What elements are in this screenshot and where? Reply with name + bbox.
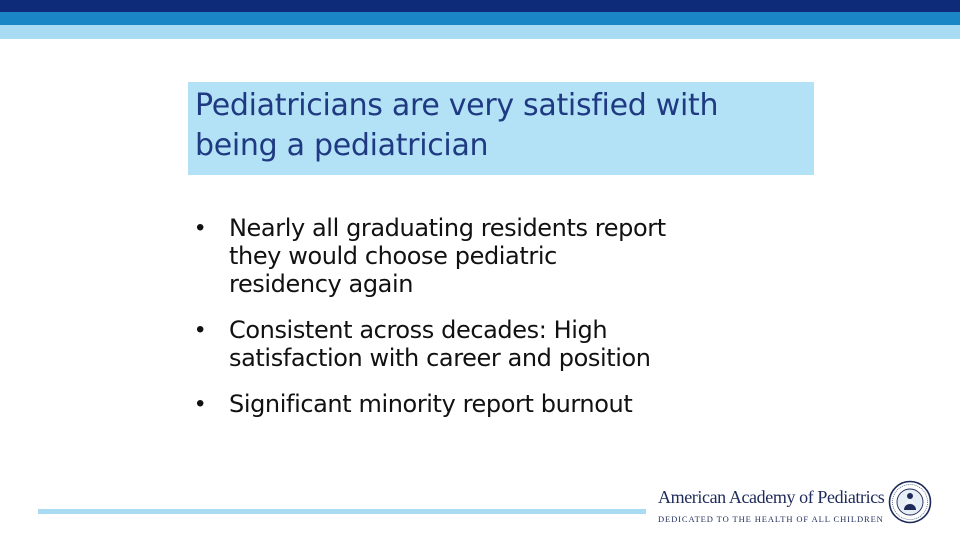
aap-logo-text: American Academy of Pediatrics DEDICATED… <box>658 486 888 525</box>
bullet-item: • Significant minority report burnout <box>196 390 756 418</box>
bullet-line: Consistent across decades: High <box>229 316 608 344</box>
bullet-marker: • <box>196 316 205 343</box>
org-tagline: DEDICATED TO THE HEALTH OF ALL CHILDREN <box>658 514 884 524</box>
bullet-line: residency again <box>229 270 414 298</box>
slide-title-box: Pediatricians are very satisfied with be… <box>188 82 814 175</box>
bullet-item: • Nearly all graduating residents report… <box>196 214 756 298</box>
bullet-list: • Nearly all graduating residents report… <box>196 214 756 436</box>
bullet-line: they would choose pediatric <box>229 242 557 270</box>
bullet-marker: • <box>196 390 205 417</box>
slide-title-line-2: being a pediatrician <box>195 128 489 163</box>
slide-title-line-1: Pediatricians are very satisfied with <box>195 88 719 123</box>
header-band-blue <box>0 12 960 25</box>
header-band-light <box>0 25 960 39</box>
bullet-item: • Consistent across decades: High satisf… <box>196 316 756 372</box>
bullet-line: Nearly all graduating residents report <box>229 214 666 242</box>
header-band-navy <box>0 0 960 12</box>
bullet-line: Significant minority report burnout <box>229 390 633 418</box>
org-name: American Academy of Pediatrics <box>658 487 885 507</box>
bullet-line: satisfaction with career and position <box>229 344 651 372</box>
aap-seal-icon <box>888 480 932 524</box>
bullet-marker: • <box>196 214 205 241</box>
footer-divider <box>38 509 646 514</box>
